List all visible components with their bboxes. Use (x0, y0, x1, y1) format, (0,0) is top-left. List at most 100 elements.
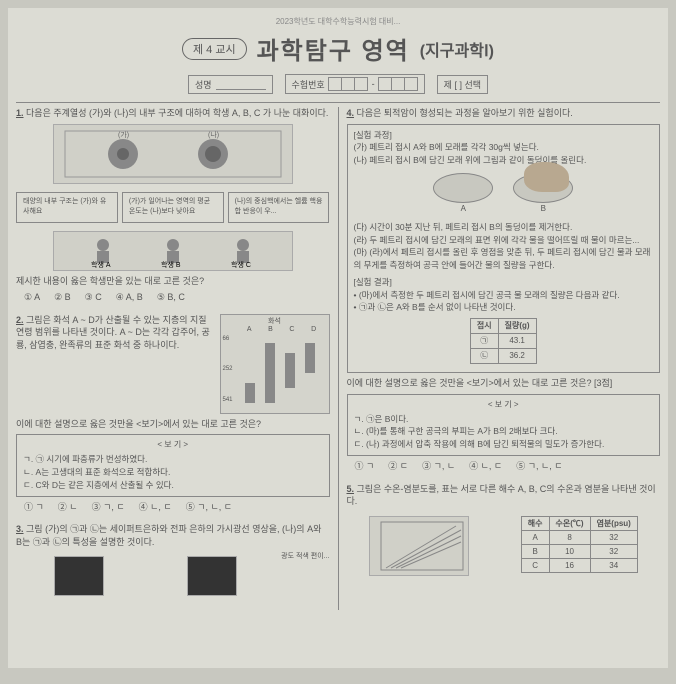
name-box: 성명 (188, 75, 273, 94)
bogi-label: < 보 기 > (354, 399, 654, 411)
q1-speech-row: 태양의 내부 구조는 (가)와 유사해요 (가)가 일어나는 영역의 평균 온도… (16, 188, 330, 227)
divider (16, 102, 660, 103)
left-column: 1. 다음은 주계열성 (가)와 (나)의 내부 구조에 대하여 학생 A, B… (16, 107, 330, 610)
choice: ⑤ B, C (157, 291, 185, 304)
title-main: 과학탐구 영역 (257, 31, 410, 66)
choice: ② ㄴ (58, 501, 78, 514)
petri-a-label: A (433, 203, 493, 215)
svg-text:학생 B: 학생 B (161, 260, 181, 269)
name-label: 성명 (195, 78, 212, 91)
q3-num: 3. (16, 524, 24, 534)
choice: ④ ㄴ, ㄷ (139, 501, 172, 514)
choice: ① ㄱ (24, 501, 44, 514)
q4-bogi: < 보 기 > ㄱ. ㉠은 B이다. ㄴ. (마)를 통해 구한 공극의 부피는… (347, 394, 661, 456)
exam-num-box: 수험번호 - (285, 74, 425, 94)
proc-item: (마) (라)에서 페트리 접시를 올린 후 영점을 맞춘 뒤, 두 페트리 접… (354, 246, 654, 272)
q3-side: 광도 적색 편이... (281, 552, 329, 600)
choice: ① ㄱ (355, 460, 375, 473)
svg-text:(가): (가) (118, 130, 129, 139)
choice: ⑤ ㄱ, ㄴ, ㄷ (186, 501, 232, 514)
q2-bar-chart: 화석 A B C D 66 252 541 (220, 314, 330, 414)
speech-c: (나)의 중심핵에서는 헬륨 핵융합 반응이 우... (228, 192, 330, 223)
result-text: • (마)에서 측정한 두 페트리 접시에 담긴 공극 물 모래의 질량은 다음… (354, 289, 654, 302)
q5-num: 5. (347, 484, 355, 494)
exam-page: 2023학년도 대학수학능력시험 대비... 제 4 교시 과학탐구 영역 (지… (8, 8, 668, 668)
bogi-item: ㄱ. ㉠은 B이다. (354, 413, 654, 426)
id-row: 성명 수험번호 - 제 [ ] 선택 (16, 74, 660, 94)
question-4: 4. 다음은 퇴적암이 형성되는 과정을 알아보기 위한 실험이다. [실험 과… (347, 107, 661, 473)
q3-images-row: 광도 적색 편이... (16, 552, 330, 600)
q3-text: 그림 (가)의 ㉠과 ㉡는 세이퍼트은하와 전파 은하의 가시광선 영상을, (… (16, 524, 321, 547)
choice: ② B (54, 291, 71, 304)
q2-bogi: < 보 기 > ㄱ. ㉠ 시기에 파충류가 번성하였다. ㄴ. A는 고생대의 … (16, 434, 330, 496)
q1-diagram-stars: (가) (나) (53, 124, 293, 184)
petri-a-icon (433, 173, 493, 203)
petri-b-label: B (513, 203, 573, 215)
bogi-label: < 보 기 > (23, 439, 323, 451)
question-3: 3. 그림 (가)의 ㉠과 ㉡는 세이퍼트은하와 전파 은하의 가시광선 영상을… (16, 523, 330, 600)
title-sub: (지구과학Ⅰ) (420, 37, 494, 61)
q4-procedure-box: [실험 과정] (가) 페트리 접시 A와 B에 모래를 각각 30g씩 넣는다… (347, 124, 661, 374)
q4-text: 다음은 퇴적암이 형성되는 과정을 알아보기 위한 실험이다. (357, 108, 573, 118)
speech-a: 태양의 내부 구조는 (가)와 유사해요 (16, 192, 118, 223)
select-box: 제 [ ] 선택 (437, 75, 488, 94)
result-label: [실험 결과] (354, 276, 654, 289)
q5-table: 해수 수온(℃) 염분(psu) A832 B1032 C1634 (521, 516, 638, 574)
students-icon: 학생 A 학생 B 학생 C (63, 233, 283, 269)
svg-text:학생 A: 학생 A (91, 260, 111, 269)
q5-content: 해수 수온(℃) 염분(psu) A832 B1032 C1634 (347, 512, 661, 580)
q1-students-image: 학생 A 학생 B 학생 C (53, 231, 293, 271)
choice: ⑤ ㄱ, ㄴ, ㄷ (516, 460, 562, 473)
galaxy-image-1 (54, 556, 104, 596)
choice: ③ ㄱ, ㄴ (422, 460, 455, 473)
petri-diagram: A B (354, 173, 654, 215)
header-main: 제 4 교시 과학탐구 영역 (지구과학Ⅰ) (16, 31, 660, 66)
question-1: 1. 다음은 주계열성 (가)와 (나)의 내부 구조에 대하여 학생 A, B… (16, 107, 330, 304)
num-cells (329, 77, 368, 91)
bogi-item: ㄷ. C와 D는 같은 지층에서 산출될 수 있다. (23, 479, 323, 492)
proc-label: [실험 과정] (354, 129, 654, 142)
name-field (216, 78, 266, 90)
q4-choices: ① ㄱ ② ㄷ ③ ㄱ, ㄴ ④ ㄴ, ㄷ ⑤ ㄱ, ㄴ, ㄷ (355, 460, 661, 473)
star-structure-icon: (가) (나) (63, 129, 283, 179)
result-text2: • ㉠과 ㉡은 A와 B를 순서 없이 나타낸 것이다. (354, 301, 654, 314)
question-5: 5. 그림은 수온-염분도를, 표는 서로 다른 해수 A, B, C의 수온과… (347, 483, 661, 580)
svg-text:(나): (나) (208, 130, 219, 139)
svg-text:학생 C: 학생 C (231, 260, 251, 269)
choice: ④ ㄴ, ㄷ (469, 460, 502, 473)
q2-num: 2. (16, 315, 24, 325)
bogi-item: ㄱ. ㉠ 시기에 파충류가 번성하였다. (23, 453, 323, 466)
q4-prompt: 이에 대한 설명으로 옳은 것만을 <보기>에서 있는 대로 고른 것은? [3… (347, 377, 661, 390)
proc-item: (라) 두 페트리 접시에 담긴 모래의 표면 위에 각각 물을 떨어뜨릴 때 … (354, 234, 654, 247)
q1-choices: ① A ② B ③ C ④ A, B ⑤ B, C (24, 291, 330, 304)
column-divider (338, 107, 339, 610)
content-columns: 1. 다음은 주계열성 (가)와 (나)의 내부 구조에 대하여 학생 A, B… (16, 107, 660, 610)
proc-item: (가) 페트리 접시 A와 B에 모래를 각각 30g씩 넣는다. (354, 141, 654, 154)
bogi-item: ㄷ. (나) 과정에서 압축 작용에 의해 B에 담긴 퇴적물의 밀도가 증가한… (354, 438, 654, 451)
q4-result-table: 접시질량(g) ㉠43.1 ㉡36.2 (470, 318, 537, 364)
ts-diagram-icon (371, 518, 467, 574)
question-2: 화석 A B C D 66 252 541 2. 그림은 화석 (16, 314, 330, 513)
choice: ② ㄷ (388, 460, 408, 473)
choice: ① A (24, 291, 40, 304)
q1-text: 다음은 주계열성 (가)와 (나)의 내부 구조에 대하여 학생 A, B, C… (26, 108, 328, 118)
choice: ③ ㄱ, ㄷ (92, 501, 125, 514)
choice: ④ A, B (116, 291, 143, 304)
right-column: 4. 다음은 퇴적암이 형성되는 과정을 알아보기 위한 실험이다. [실험 과… (347, 107, 661, 610)
q5-text: 그림은 수온-염분도를, 표는 서로 다른 해수 A, B, C의 수온과 염분… (347, 484, 656, 507)
bogi-item: ㄴ. A는 고생대의 표준 화석으로 적합하다. (23, 466, 323, 479)
petri-b-icon (513, 173, 573, 203)
choice: ③ C (85, 291, 102, 304)
proc-item: (나) 페트리 접시 B에 담긴 모래 위에 그림과 같이 돌덩이를 올린다. (354, 154, 654, 167)
q2-text: 그림은 화석 A ~ D가 산출될 수 있는 지층의 지질 연령 범위를 나타낸… (16, 315, 210, 350)
period-badge: 제 4 교시 (182, 38, 247, 60)
ts-diagram (369, 516, 469, 576)
q1-num: 1. (16, 108, 24, 118)
exam-num-label: 수험번호 (292, 78, 325, 91)
bogi-item: ㄴ. (마)를 통해 구한 공극의 부피는 A가 B의 2배보다 크다. (354, 425, 654, 438)
proc-item: (다) 시간이 30분 지난 뒤, 페트리 접시 B의 돌덩이를 제거한다. (354, 221, 654, 234)
q2-prompt: 이에 대한 설명으로 옳은 것만을 <보기>에서 있는 대로 고른 것은? (16, 418, 330, 431)
q4-num: 4. (347, 108, 355, 118)
q2-choices: ① ㄱ ② ㄴ ③ ㄱ, ㄷ ④ ㄴ, ㄷ ⑤ ㄱ, ㄴ, ㄷ (24, 501, 330, 514)
speech-b: (가)가 일어나는 영역의 평균 온도는 (나)보다 낮아요 (122, 192, 224, 223)
